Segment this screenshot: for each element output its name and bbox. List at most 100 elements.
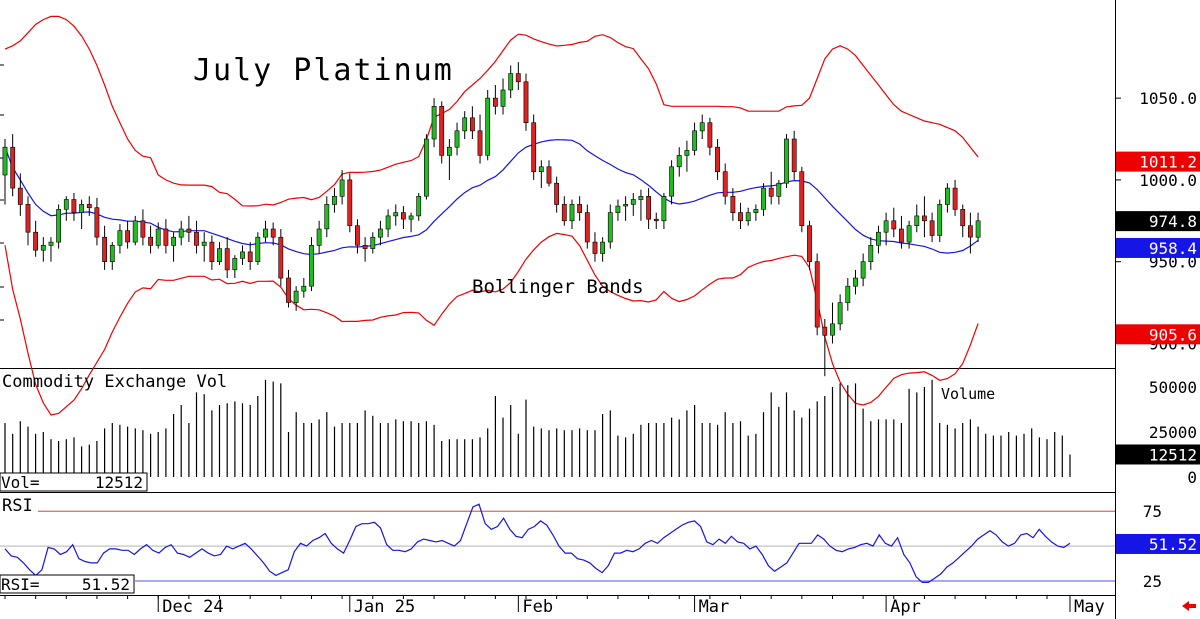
- up-candle: [263, 228, 268, 238]
- rsi-tick-labels: 75 25: [1143, 502, 1162, 591]
- up-candle: [408, 215, 414, 220]
- up-candle: [538, 166, 544, 173]
- up-candle: [377, 228, 383, 238]
- down-candle: [822, 326, 828, 336]
- down-candle: [561, 204, 567, 222]
- down-candle: [799, 171, 805, 226]
- up-candle: [600, 241, 605, 254]
- up-candle: [332, 196, 337, 205]
- volume-tick-label: 25000: [1149, 423, 1197, 442]
- down-candle: [140, 220, 146, 238]
- up-candle: [569, 204, 575, 222]
- price-chart-title: July Platinum: [193, 53, 454, 88]
- date-axis: Dec 24 Jan 25 Feb Mar Apr May: [4, 595, 1105, 617]
- volume-readout-box: [0, 472, 148, 492]
- up-candle: [784, 138, 789, 184]
- up-candle: [906, 225, 912, 243]
- up-candle: [56, 209, 61, 243]
- down-candle: [807, 225, 812, 262]
- volume-badge: 12512: [1116, 444, 1200, 465]
- price-badge-box: [1116, 151, 1200, 172]
- down-candle: [86, 204, 92, 208]
- down-candle: [960, 209, 966, 227]
- down-candle: [362, 245, 368, 249]
- up-candle: [431, 106, 437, 140]
- down-candle: [715, 146, 720, 172]
- rsi-badge-box: [1116, 533, 1200, 554]
- down-candle: [722, 171, 728, 197]
- down-candle: [477, 130, 483, 156]
- volume-tick-label: 0: [1187, 468, 1197, 487]
- price-tick-label: 1050.0: [1139, 89, 1197, 108]
- up-candle: [669, 166, 674, 197]
- up-candle: [423, 138, 429, 197]
- down-candle: [270, 228, 276, 238]
- up-candle: [944, 187, 950, 205]
- down-candle: [646, 196, 651, 220]
- up-candle: [699, 122, 705, 132]
- down-candle: [738, 212, 743, 222]
- down-candle: [33, 231, 38, 251]
- down-candle: [952, 187, 958, 210]
- down-candle: [186, 228, 192, 233]
- rsi-readout-value: 51.52: [82, 575, 130, 594]
- up-candle: [607, 212, 613, 243]
- price-badge-label: 958.4: [1149, 239, 1197, 258]
- rsi-badge-label: 51.52: [1149, 535, 1197, 554]
- rsi-tick-label: 25: [1143, 572, 1162, 591]
- up-candle: [638, 196, 644, 200]
- price-badge-label: 905.6: [1149, 325, 1197, 344]
- up-candle: [454, 130, 460, 148]
- volume-readout-value: 12512: [95, 473, 143, 492]
- down-candle: [400, 212, 406, 220]
- volume-readout-label: Vol=: [1, 473, 40, 492]
- down-candle: [546, 166, 552, 184]
- down-candle: [891, 220, 897, 230]
- down-candle: [194, 231, 199, 246]
- up-candle: [385, 215, 391, 230]
- down-candle: [209, 241, 215, 263]
- down-candle: [10, 146, 16, 189]
- up-candle: [753, 209, 759, 213]
- down-candle: [492, 97, 498, 107]
- up-candle: [339, 179, 345, 197]
- up-candle: [745, 212, 751, 222]
- up-candle: [975, 220, 981, 238]
- rsi-tick-label: 75: [1143, 502, 1162, 521]
- up-candle: [393, 212, 399, 217]
- volume-panel-title: Commodity Exchange Vol: [2, 372, 227, 392]
- down-candle: [554, 182, 559, 205]
- up-candle: [217, 248, 222, 263]
- down-candle: [102, 236, 107, 262]
- down-candle: [791, 138, 797, 173]
- rsi-line: [4, 503, 1071, 584]
- down-candle: [768, 187, 774, 197]
- price-badge-label: 974.8: [1149, 212, 1197, 231]
- down-candle: [278, 236, 284, 279]
- up-candle: [508, 73, 514, 91]
- up-candle: [761, 187, 766, 210]
- date-label: Dec 24: [162, 597, 223, 617]
- up-candle: [853, 277, 858, 287]
- volume-bars: [4, 379, 1071, 477]
- up-candle: [40, 245, 46, 251]
- price-badge-label: 1011.2: [1139, 153, 1197, 172]
- price-badge-box: [1116, 324, 1200, 345]
- rsi-reference-lines: [0, 510, 1115, 582]
- down-candle: [898, 228, 904, 243]
- up-candle: [692, 130, 697, 151]
- candlesticks: [2, 62, 981, 377]
- volume-badge-label: 12512: [1149, 445, 1197, 464]
- up-candle: [240, 251, 245, 259]
- date-label: Mar: [699, 597, 730, 617]
- up-candle: [776, 182, 782, 197]
- left-arrow-icon[interactable]: [1182, 601, 1196, 611]
- date-label: May: [1074, 597, 1105, 617]
- rsi-badge: 51.52: [1116, 533, 1200, 554]
- up-candle: [370, 236, 376, 249]
- down-candle: [577, 204, 582, 213]
- up-candle: [860, 261, 866, 279]
- up-candle: [623, 204, 628, 207]
